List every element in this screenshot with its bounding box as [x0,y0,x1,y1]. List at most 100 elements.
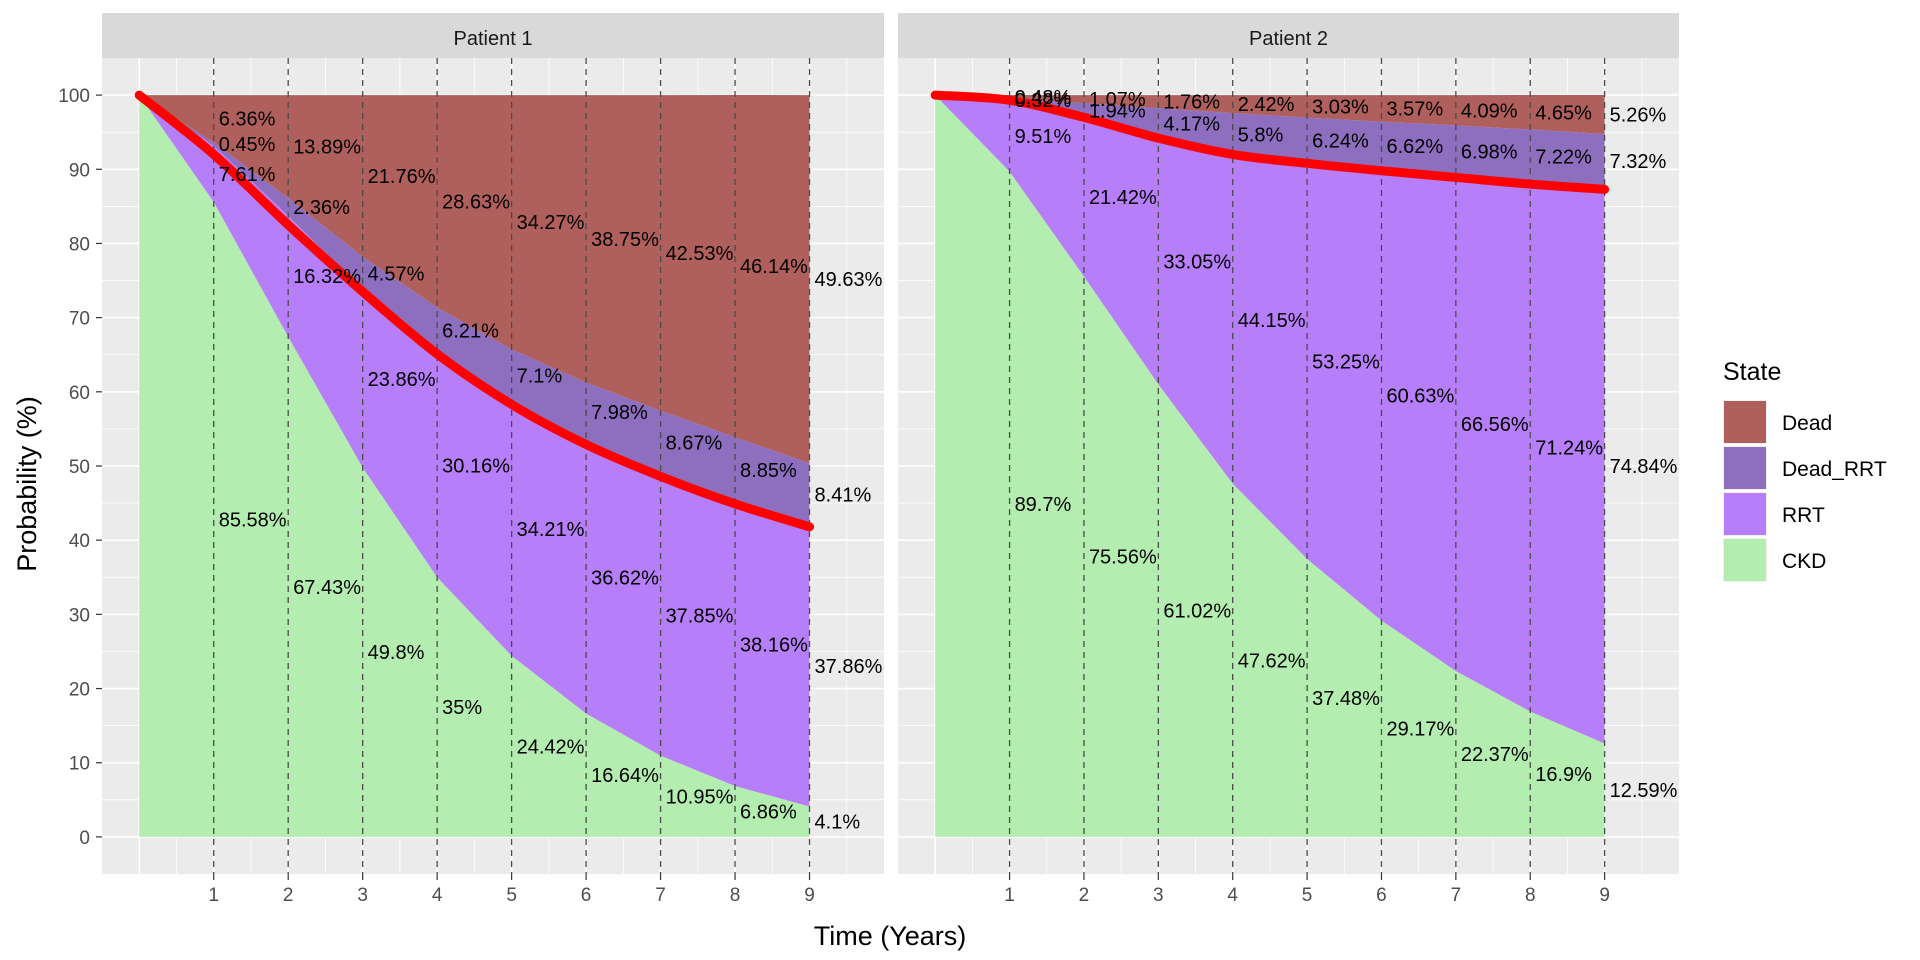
data-label-ckd: 6.86% [740,801,797,823]
y-tick-label: 100 [58,86,90,107]
data-label-rrt: 37.85% [666,605,734,627]
area-dead [935,95,1605,135]
legend-label: Dead [1782,412,1832,435]
data-label-dead-rrt: 7.98% [591,402,648,424]
x-tick-label: 9 [804,885,815,906]
data-label-dead: 3.57% [1386,98,1443,120]
survival-line [134,90,815,532]
panel-1: Patient 1 85.58% 7.61% 0.45% 6.36% 67.43% 16.3… [58,13,884,906]
legend-swatch [1724,539,1766,581]
x-tick-label: 9 [1599,885,1610,906]
data-label-dead: 21.76% [368,166,436,188]
x-tick-label: 1 [208,885,219,906]
data-label-ckd: 22.37% [1461,744,1529,766]
data-label-dead: 0.48% [1015,87,1072,109]
x-tick-label: 1 [1004,885,1015,906]
data-label-dead: 38.75% [591,229,659,251]
data-label-rrt: 44.15% [1238,310,1306,332]
x-tick-label: 5 [1302,885,1313,906]
x-tick-label: 6 [581,885,592,906]
data-label-dead: 3.03% [1312,96,1369,118]
data-label-dead-rrt: 6.98% [1461,141,1518,163]
data-label-ckd: 24.42% [517,736,585,758]
y-tick-label: 30 [69,605,90,626]
data-label-dead: 42.53% [666,243,734,265]
legend-item-ckd: CKD [1723,538,1826,582]
x-tick-label: 5 [506,885,517,906]
y-tick-label: 90 [69,160,90,181]
facet-strip [898,13,1679,58]
data-label-dead-rrt: 7.32% [1610,151,1667,173]
data-label-ckd: 4.1% [815,812,861,834]
x-tick-label: 4 [1227,885,1238,906]
data-label-dead-rrt: 2.36% [293,197,350,219]
legend-item-dead: Dead [1723,400,1832,444]
legend-item-rrt: RRT [1723,492,1825,536]
data-label-dead: 1.76% [1163,92,1220,114]
data-label-dead-rrt: 8.85% [740,460,797,482]
y-tick-label: 70 [69,309,90,330]
data-label-dead-rrt: 4.17% [1163,114,1220,136]
data-label-dead: 2.42% [1238,94,1295,116]
data-label-ckd: 16.9% [1535,764,1592,786]
y-tick-label: 40 [69,531,90,552]
data-label-ckd: 37.48% [1312,688,1380,710]
facet-strip [102,13,884,58]
area-dead-rrt [139,95,810,526]
y-tick-label: 20 [69,680,90,701]
x-tick-label: 3 [357,885,368,906]
data-label-rrt: 21.42% [1089,187,1157,209]
data-label-dead-rrt: 4.57% [368,264,425,286]
survival-line [930,90,1610,194]
legend-title: State [1723,358,1781,386]
data-label-rrt: 9.51% [1015,126,1072,148]
data-label-rrt: 53.25% [1312,351,1380,373]
data-label-rrt: 34.21% [517,519,585,541]
x-tick-label: 7 [1451,885,1462,906]
data-label-ckd: 35% [442,697,482,719]
data-label-ckd: 10.95% [666,786,734,808]
data-label-dead: 4.09% [1461,100,1518,122]
facet-strip-label: Patient 1 [454,28,533,50]
facet-strip-label: Patient 2 [1249,28,1328,50]
data-label-dead-rrt: 6.24% [1312,131,1369,153]
data-label-ckd: 49.8% [368,642,425,664]
data-label-rrt: 38.16% [740,634,808,656]
x-tick-label: 8 [1525,885,1536,906]
data-label-rrt: 30.16% [442,455,510,477]
x-tick-label: 4 [432,885,443,906]
data-label-dead: 46.14% [740,256,808,278]
y-tick-label: 0 [79,828,90,849]
area-rrt [139,95,810,807]
data-label-dead: 49.63% [815,269,883,291]
data-labels: 85.58% 7.61% 0.45% 6.36% 67.43% 16.32% 2.36% 13… [219,109,883,834]
data-label-dead-rrt: 5.8% [1238,125,1284,147]
legend-item-dead-rrt: Dead_RRT [1723,446,1887,490]
data-label-ckd: 61.02% [1163,601,1231,623]
data-label-dead-rrt: 8.67% [666,433,723,455]
legend-label: RRT [1782,504,1825,527]
legend-swatch [1724,493,1766,535]
area-rrt [935,95,1605,744]
y-tick-label: 10 [69,754,90,775]
data-label-ckd: 47.62% [1238,650,1306,672]
x-tick-label: 2 [1079,885,1090,906]
axis-ticks: 1 2 3 4 5 6 7 8 9 [1004,874,1610,906]
data-label-dead: 13.89% [293,137,361,159]
data-label-dead: 28.63% [442,191,510,213]
data-label-rrt: 23.86% [368,369,436,391]
data-label-rrt: 7.61% [219,164,276,186]
legend-label: Dead_RRT [1782,458,1887,481]
y-tick-label: 80 [69,234,90,255]
legend-swatch [1724,447,1766,489]
data-label-ckd: 75.56% [1089,547,1157,569]
data-label-dead-rrt: 6.62% [1386,136,1443,158]
data-label-rrt: 36.62% [591,568,659,590]
data-label-rrt: 60.63% [1386,386,1454,408]
area-ckd [935,95,1605,837]
data-label-dead-rrt: 6.21% [442,321,499,343]
data-label-ckd: 67.43% [293,577,361,599]
y-axis-title: Probability (%) [12,396,42,572]
facet-panels: Patient 1 85.58% 7.61% 0.45% 6.36% 67.43% 16.3… [58,13,1679,906]
